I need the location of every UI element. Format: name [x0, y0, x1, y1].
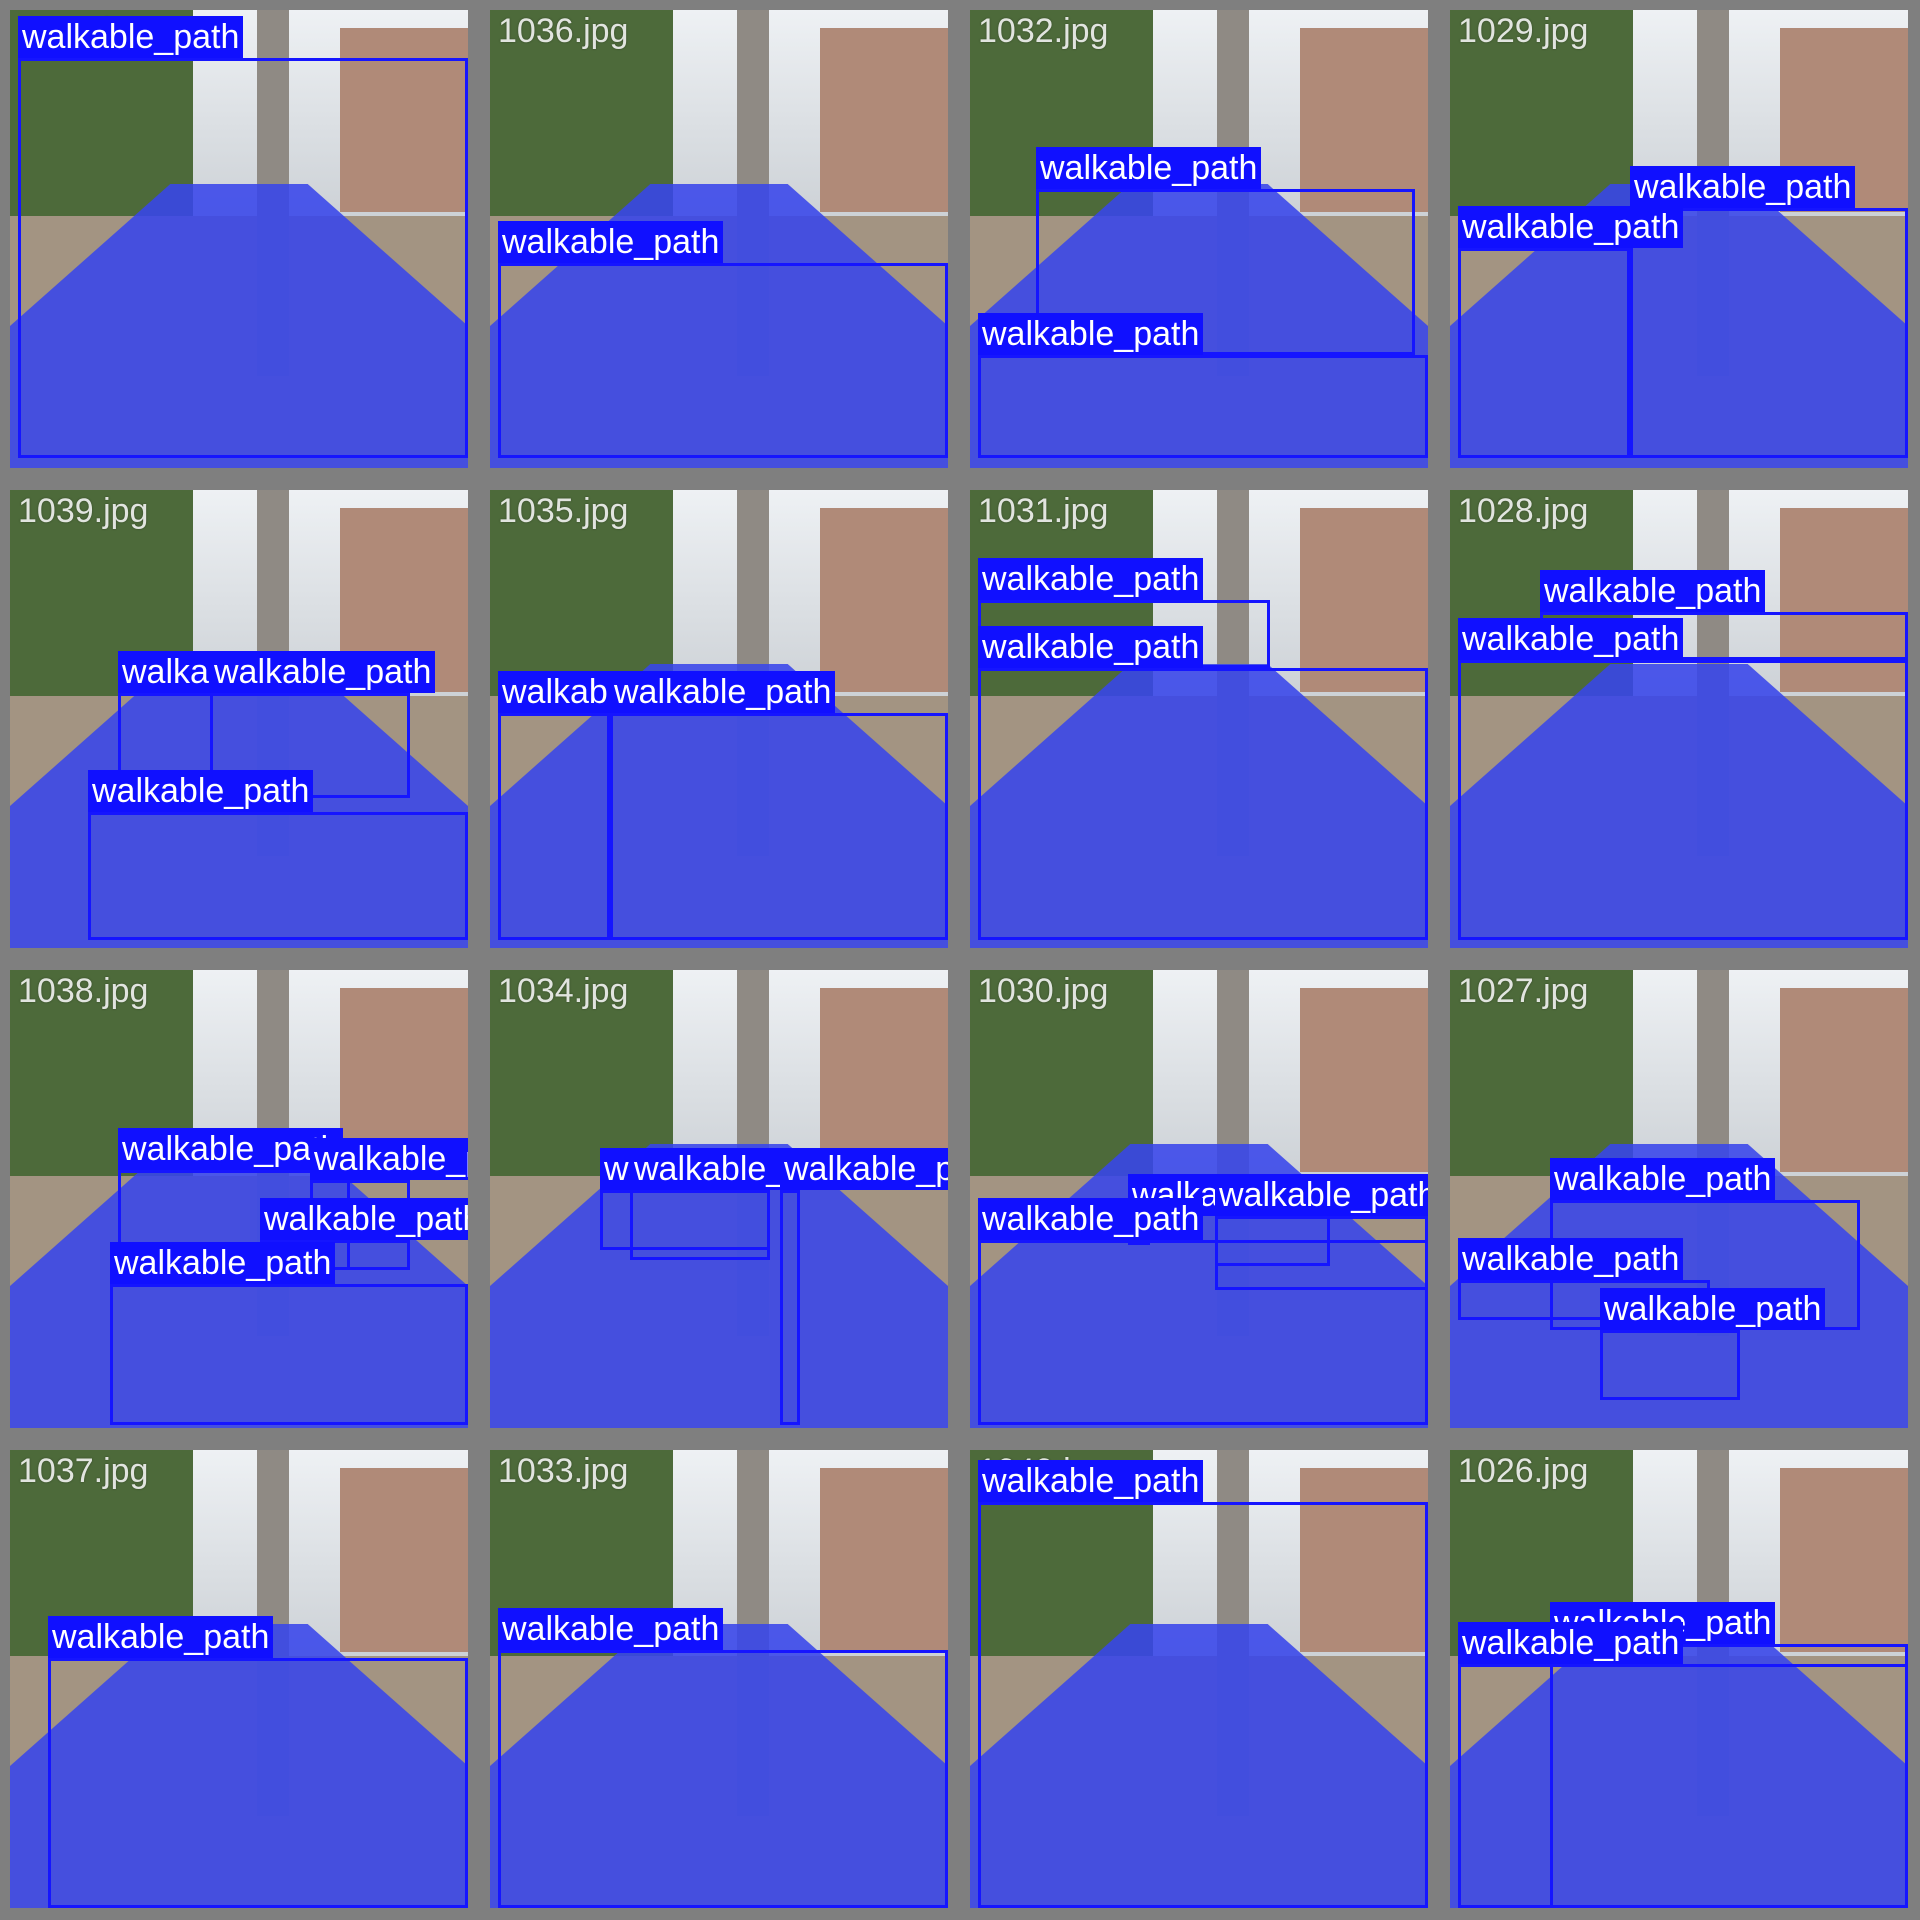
prediction-tile: 1036.jpg walkable_path: [490, 10, 948, 468]
building-facade: [1779, 1468, 1908, 1652]
bounding-box: [1630, 208, 1908, 458]
class-label: walkable_path: [1550, 1158, 1776, 1200]
image-filename: 1037.jpg: [18, 1452, 149, 1490]
class-label: walkable_path: [1458, 1622, 1684, 1664]
building-facade: [1299, 1468, 1428, 1652]
class-label: walkable_path: [1540, 570, 1766, 612]
building-facade: [1779, 988, 1908, 1172]
class-label: walkable_path: [978, 1460, 1204, 1502]
building-facade: [339, 1468, 468, 1652]
class-label: walkable_path: [310, 1138, 468, 1180]
prediction-tile: 1034.jpgwalkable_pathwalkable_pathwalkab…: [490, 970, 948, 1428]
class-label: walkable_path: [110, 1242, 336, 1284]
bounding-box: [1036, 189, 1415, 355]
class-label: walkable_path: [118, 1128, 344, 1170]
bounding-box: [498, 1650, 948, 1908]
bounding-box: [630, 1190, 770, 1260]
class-label: walkable_path: [498, 221, 724, 263]
class-label: walkable_path: [1458, 618, 1684, 660]
prediction-tile: 1029.jpgwalkable_pathwalkable_pathwalkab…: [1450, 10, 1908, 468]
bounding-box: [88, 812, 468, 940]
bounding-box: [978, 1240, 1428, 1425]
class-label: walkable_path: [48, 1616, 274, 1658]
bounding-box: [1458, 248, 1630, 458]
prediction-tile: 1032.jpg walkable_path walkable_path: [970, 10, 1428, 468]
class-label: walkable_path: [1215, 1174, 1428, 1216]
image-filename: 1036.jpg: [498, 12, 629, 50]
bounding-box: [498, 713, 610, 940]
prediction-tile: 1033.jpg walkable_path: [490, 1450, 948, 1908]
building-facade: [1299, 28, 1428, 212]
bounding-box: [18, 58, 468, 458]
bounding-box: [978, 1502, 1428, 1908]
class-label: walkable_path: [780, 1148, 948, 1190]
image-filename: 1031.jpg: [978, 492, 1109, 530]
bounding-box: [110, 1284, 468, 1425]
image-filename: 1026.jpg: [1458, 1452, 1589, 1490]
class-label: walkable_path: [18, 16, 244, 58]
class-label: walkable_path: [610, 671, 836, 713]
class-label: walkable_path: [1458, 206, 1684, 248]
building-facade: [819, 1468, 948, 1652]
building-facade: [1299, 508, 1428, 692]
prediction-tile: 1037.jpg walkable_path: [10, 1450, 468, 1908]
image-filename: 1032.jpg: [978, 12, 1109, 50]
class-label: walkable_path: [210, 651, 436, 693]
class-label: walkable_path: [1600, 1288, 1826, 1330]
building-facade: [819, 988, 948, 1172]
class-label: walkable_path: [1458, 1238, 1684, 1280]
image-filename: 1038.jpg: [18, 972, 149, 1010]
bounding-box: [1458, 660, 1908, 940]
class-label: walkable_path: [978, 313, 1204, 355]
building-facade: [1299, 988, 1428, 1172]
bounding-box: [780, 1190, 800, 1425]
bounding-box: [1600, 1330, 1740, 1400]
prediction-tile: 1027.jpg walkable_path walkable_path walkab…: [1450, 970, 1908, 1428]
image-filename: 1029.jpg: [1458, 12, 1589, 50]
bounding-box: [978, 668, 1428, 940]
bounding-box: [498, 263, 948, 458]
prediction-tile: 1031.jpg walkable_path walkable_path: [970, 490, 1428, 948]
bounding-box: [978, 355, 1428, 458]
class-label: walkable_path: [498, 1608, 724, 1650]
prediction-tile: 1030.jpgwalkable_pathwalkable_pathwalkab…: [970, 970, 1428, 1428]
class-label: walkable_path: [260, 1198, 468, 1240]
bounding-box: [1458, 1664, 1908, 1908]
class-label: walkable_path: [978, 626, 1204, 668]
image-filename: 1039.jpg: [18, 492, 149, 530]
class-label: walkable_path: [978, 1198, 1204, 1240]
image-filename: 1033.jpg: [498, 1452, 629, 1490]
image-filename: 1035.jpg: [498, 492, 629, 530]
building-facade: [819, 508, 948, 692]
class-label: walkable_path: [1630, 166, 1856, 208]
class-label: walkable_path: [978, 558, 1204, 600]
bounding-box: [610, 713, 948, 940]
building-facade: [819, 28, 948, 212]
image-filename: 1030.jpg: [978, 972, 1109, 1010]
prediction-tile: 1038.jpgwalkable_pathwalkable_pathwalkab…: [10, 970, 468, 1428]
bounding-box: [48, 1658, 468, 1908]
image-filename: 1027.jpg: [1458, 972, 1589, 1010]
class-label: walkable_path: [88, 770, 314, 812]
image-filename: 1034.jpg: [498, 972, 629, 1010]
image-filename: 1028.jpg: [1458, 492, 1589, 530]
prediction-tile: 1039.jpgwalkable_pathwalkable_pathwalkab…: [10, 490, 468, 948]
prediction-tile: 1028.jpg walkable_path walkable_path: [1450, 490, 1908, 948]
class-label: walkable_path: [1036, 147, 1262, 189]
